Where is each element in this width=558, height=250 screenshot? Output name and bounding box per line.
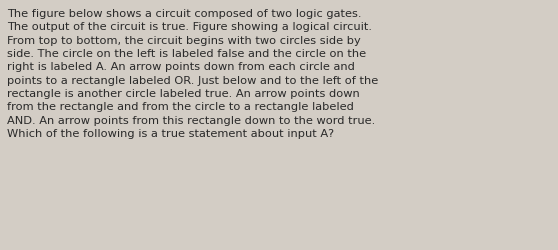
Text: The figure below shows a circuit composed of two logic gates.
The output of the : The figure below shows a circuit compose… (7, 9, 378, 138)
